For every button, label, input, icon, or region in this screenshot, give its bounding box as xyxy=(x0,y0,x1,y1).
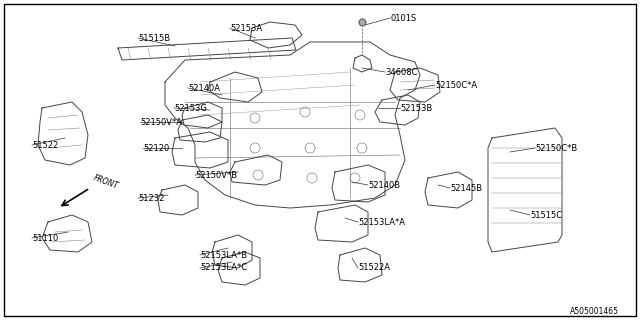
Text: 51522: 51522 xyxy=(32,140,58,149)
Text: 52153LA*C: 52153LA*C xyxy=(200,263,247,273)
Text: 51515C: 51515C xyxy=(530,211,562,220)
Text: 52153LA*A: 52153LA*A xyxy=(358,218,405,227)
Text: 51522A: 51522A xyxy=(358,263,390,273)
Text: 34608C: 34608C xyxy=(385,68,417,76)
Text: 52153B: 52153B xyxy=(400,103,432,113)
Text: 0101S: 0101S xyxy=(390,13,416,22)
Text: 51515B: 51515B xyxy=(138,34,170,43)
Text: 52153LA*B: 52153LA*B xyxy=(200,251,247,260)
Text: 52140A: 52140A xyxy=(188,84,220,92)
Text: A505001465: A505001465 xyxy=(570,308,619,316)
Text: 52145B: 52145B xyxy=(450,183,482,193)
Text: 52153A: 52153A xyxy=(230,23,262,33)
Text: 51110: 51110 xyxy=(32,234,58,243)
Text: 52120: 52120 xyxy=(143,143,169,153)
Text: 51232: 51232 xyxy=(138,194,164,203)
Text: 52150C*A: 52150C*A xyxy=(435,81,477,90)
Text: 52150V*A: 52150V*A xyxy=(140,117,182,126)
Text: 52150V*B: 52150V*B xyxy=(195,171,237,180)
Text: 52150C*B: 52150C*B xyxy=(535,143,577,153)
Text: 52140B: 52140B xyxy=(368,180,400,189)
Text: 52153G: 52153G xyxy=(174,103,207,113)
Text: FRONT: FRONT xyxy=(92,173,120,191)
